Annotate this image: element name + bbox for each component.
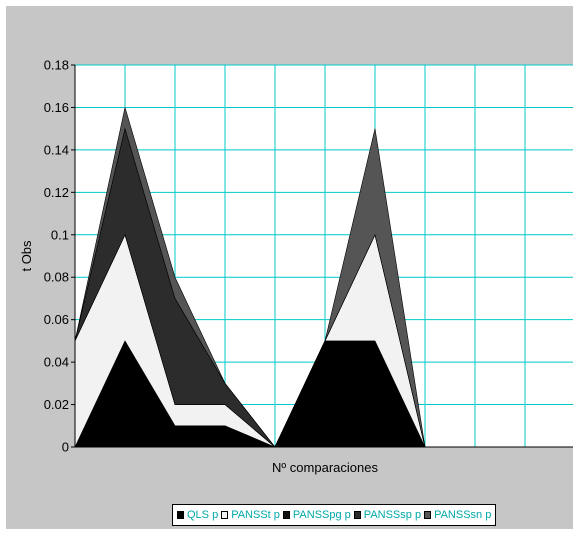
legend-item: PANSSt p [221, 509, 280, 521]
chart-svg: 0 0.02 0.04 0.06 0.08 0.1 0.12 0.14 0.16 0.18 Nº … [19, 58, 573, 475]
legend-label: PANSSpg p [292, 509, 351, 521]
y-tick-label: 0.08 [44, 270, 69, 285]
legend-swatch [424, 511, 432, 519]
x-axis-title: Nº comparaciones [272, 460, 378, 475]
legend-swatch [353, 511, 361, 519]
legend-item: PANSSsn p [424, 509, 491, 521]
legend-label: PANSSsn p [434, 509, 492, 521]
legend-swatch [221, 511, 229, 519]
y-tick-label: 0.16 [44, 100, 69, 115]
y-tick-labels: 0 0.02 0.04 0.06 0.08 0.1 0.12 0.14 0.16 0.18 [44, 58, 75, 455]
legend-item: QLS p [177, 509, 218, 521]
legend-label: PANSSsp p [363, 509, 422, 521]
area-series [74, 107, 525, 448]
axes [74, 65, 573, 448]
y-tick-label: 0.06 [44, 312, 69, 327]
y-tick-label: 0.04 [44, 355, 69, 370]
y-tick-label: 0.12 [44, 185, 69, 200]
legend-item: PANSSpg p [282, 509, 351, 521]
y-tick-label: 0.02 [44, 397, 69, 412]
legend-swatch [282, 511, 290, 519]
legend: QLS p PANSSt p PANSSpg p PANSSsp p PANSSsn p [172, 504, 497, 526]
area-series-pansssn-p [74, 107, 525, 448]
legend-item: PANSSsp p [353, 509, 422, 521]
chart-panel: 0 0.02 0.04 0.06 0.08 0.1 0.12 0.14 0.16 0.18 Nº … [6, 6, 573, 529]
y-tick-label: 0.18 [44, 58, 69, 73]
legend-label: PANSSt p [231, 509, 280, 521]
y-tick-label: 0 [62, 440, 69, 455]
y-axis-title: t Obs [19, 240, 34, 272]
y-tick-label: 0.1 [51, 227, 69, 242]
legend-swatch [177, 511, 184, 519]
y-tick-label: 0.14 [44, 142, 69, 157]
legend-label: QLS p [187, 509, 219, 521]
